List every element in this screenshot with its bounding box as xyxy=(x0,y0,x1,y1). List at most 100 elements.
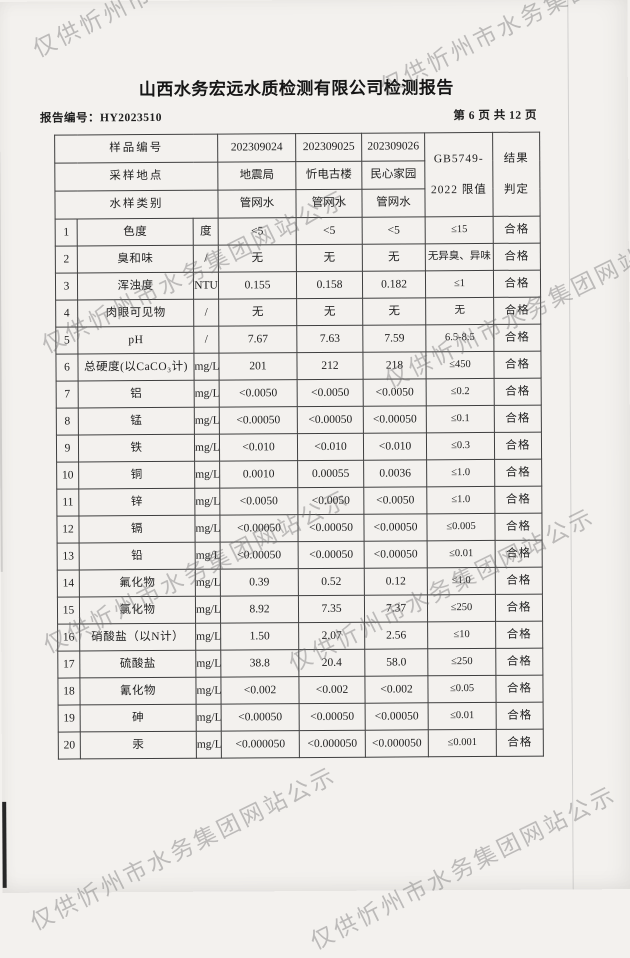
result-cell: 合格 xyxy=(494,378,542,406)
table-row: 7 铝 mg/L <0.0050 <0.0050 <0.0050 ≤0.2 合格 xyxy=(56,378,542,409)
limit-cell: ≤250 xyxy=(427,648,496,676)
row-number-cell: 13 xyxy=(57,542,80,571)
row-number-cell: 20 xyxy=(58,731,81,760)
result-cell: 合格 xyxy=(494,513,543,541)
result-header-line1: 结果 xyxy=(503,152,529,165)
value-cell-sample3: <0.0050 xyxy=(363,378,427,407)
value-cell-sample2: 7.63 xyxy=(296,325,363,353)
row-number-cell: 11 xyxy=(56,488,79,517)
value-cell-sample3: 0.0036 xyxy=(363,459,427,488)
param-name-cell: pH xyxy=(77,326,194,354)
row-number-cell: 9 xyxy=(56,434,79,463)
scan-edge-artifact xyxy=(0,151,3,572)
unit-cell: / xyxy=(193,245,219,273)
table-row: 8 锰 mg/L <0.00050 <0.00050 <0.00050 ≤0.1… xyxy=(56,405,542,436)
table-row: 9 铁 mg/L <0.010 <0.010 <0.010 ≤0.3 合格 xyxy=(56,432,542,463)
value-cell-sample1: <0.0050 xyxy=(219,487,298,516)
value-cell-sample3: 2.56 xyxy=(364,621,428,650)
result-cell: 合格 xyxy=(494,459,542,487)
value-cell-sample2: 7.35 xyxy=(298,595,365,623)
sample-id-cell: 202309026 xyxy=(361,132,425,162)
result-cell: 合格 xyxy=(493,270,541,298)
header-label-cell: 水样类别 xyxy=(54,190,219,220)
limit-cell: ≤0.3 xyxy=(426,432,495,460)
result-cell: 合格 xyxy=(493,216,541,244)
limit-cell: ≤0.001 xyxy=(428,729,497,757)
scan-fold-line xyxy=(567,0,574,890)
header-label-cell: 采样地点 xyxy=(54,162,218,192)
row-number-cell: 6 xyxy=(55,353,79,382)
table-header-row-sample-id: 样品编号 202309024 202309025 202309026 GB574… xyxy=(54,132,541,217)
param-name-cell: 总硬度(以CaCO₃计) xyxy=(77,353,195,381)
unit-cell: / xyxy=(193,326,219,354)
value-cell-sample2: <0.000050 xyxy=(299,730,366,758)
value-cell-sample3: <0.010 xyxy=(363,432,427,461)
value-cell-sample1: 0.155 xyxy=(218,271,297,300)
value-cell-sample1: 8.92 xyxy=(220,595,299,624)
value-cell-sample2: <0.00050 xyxy=(297,514,365,542)
table-row: 20 汞 mg/L <0.000050 <0.000050 <0.000050 … xyxy=(58,729,544,760)
value-cell-sample2: 0.00055 xyxy=(297,460,364,488)
result-cell: 合格 xyxy=(495,567,543,595)
limit-cell: ≤0.1 xyxy=(426,405,495,433)
limit-header-line2: 2022 限值 xyxy=(430,184,487,197)
value-cell-sample2: <0.002 xyxy=(298,676,366,704)
limit-cell: ≤250 xyxy=(427,594,496,622)
unit-cell: 度 xyxy=(193,218,219,246)
result-cell: 合格 xyxy=(495,675,544,703)
value-cell-sample2: 212 xyxy=(296,352,364,380)
param-name-cell: 铝 xyxy=(78,380,195,408)
row-number-cell: 5 xyxy=(55,326,78,355)
row-number-cell: 7 xyxy=(56,380,79,409)
row-number-cell: 2 xyxy=(55,245,78,274)
table-row: 13 铅 mg/L <0.00050 <0.00050 <0.00050 ≤0.… xyxy=(57,540,543,571)
limit-cell: ≤1.0 xyxy=(427,567,496,595)
table-row: 19 砷 mg/L <0.00050 <0.00050 <0.00050 ≤0.… xyxy=(58,702,544,733)
row-number-cell: 19 xyxy=(58,704,81,733)
value-cell-sample3: <0.0050 xyxy=(363,486,427,515)
row-number-cell: 10 xyxy=(56,461,79,490)
param-name-cell: 硫酸盐 xyxy=(79,650,196,678)
result-header-cell: 结果 判定 xyxy=(492,132,541,217)
value-cell-sample2: <5 xyxy=(296,217,363,245)
result-cell: 合格 xyxy=(493,324,541,352)
row-number-cell: 18 xyxy=(57,677,81,706)
param-name-cell: 汞 xyxy=(80,731,197,759)
param-name-cell: 氯化物 xyxy=(79,596,196,624)
unit-cell: mg/L xyxy=(194,515,221,543)
sample-type-cell: 管网水 xyxy=(217,189,297,219)
table-row: 4 肉眼可见物 / 无 无 无 无 合格 xyxy=(55,297,541,328)
param-name-cell: 色度 xyxy=(77,218,194,246)
limit-cell: ≤1.0 xyxy=(426,459,495,487)
value-cell-sample1: <0.0050 xyxy=(219,379,298,408)
value-cell-sample3: 无 xyxy=(362,243,426,272)
unit-cell: mg/L xyxy=(196,731,222,759)
result-header-stack: 结果 判定 xyxy=(493,133,540,215)
unit-cell: mg/L xyxy=(195,596,221,624)
value-cell-sample3: 0.12 xyxy=(364,567,428,596)
unit-cell: / xyxy=(193,299,219,327)
report-number-label: 报告编号： xyxy=(39,112,101,125)
limit-cell: ≤10 xyxy=(427,621,496,649)
row-number-cell: 14 xyxy=(57,569,80,598)
limit-cell: ≤0.2 xyxy=(426,378,495,406)
param-name-cell: 硝酸盐（以N计） xyxy=(79,623,196,651)
value-cell-sample2: 0.52 xyxy=(298,568,365,596)
value-cell-sample2: 20.4 xyxy=(298,649,365,677)
table-row: 10 铜 mg/L 0.0010 0.00055 0.0036 ≤1.0 合格 xyxy=(56,459,542,490)
value-cell-sample2: 无 xyxy=(296,244,363,272)
sample-type-cell: 管网水 xyxy=(295,189,363,218)
limit-cell: ≤0.005 xyxy=(426,513,496,541)
result-cell: 合格 xyxy=(493,243,541,271)
sample-id-cell: 202309024 xyxy=(217,133,296,163)
unit-cell: mg/L xyxy=(194,488,220,516)
value-cell-sample1: 201 xyxy=(218,352,298,381)
unit-cell: mg/L xyxy=(195,542,221,570)
result-cell: 合格 xyxy=(494,432,542,460)
unit-cell: mg/L xyxy=(195,677,222,705)
limit-cell: ≤0.05 xyxy=(427,675,497,703)
value-cell-sample2: <0.010 xyxy=(297,433,364,461)
value-cell-sample2: <0.0050 xyxy=(297,379,364,407)
result-header-line2: 判定 xyxy=(503,183,529,196)
unit-cell: mg/L xyxy=(194,461,220,489)
